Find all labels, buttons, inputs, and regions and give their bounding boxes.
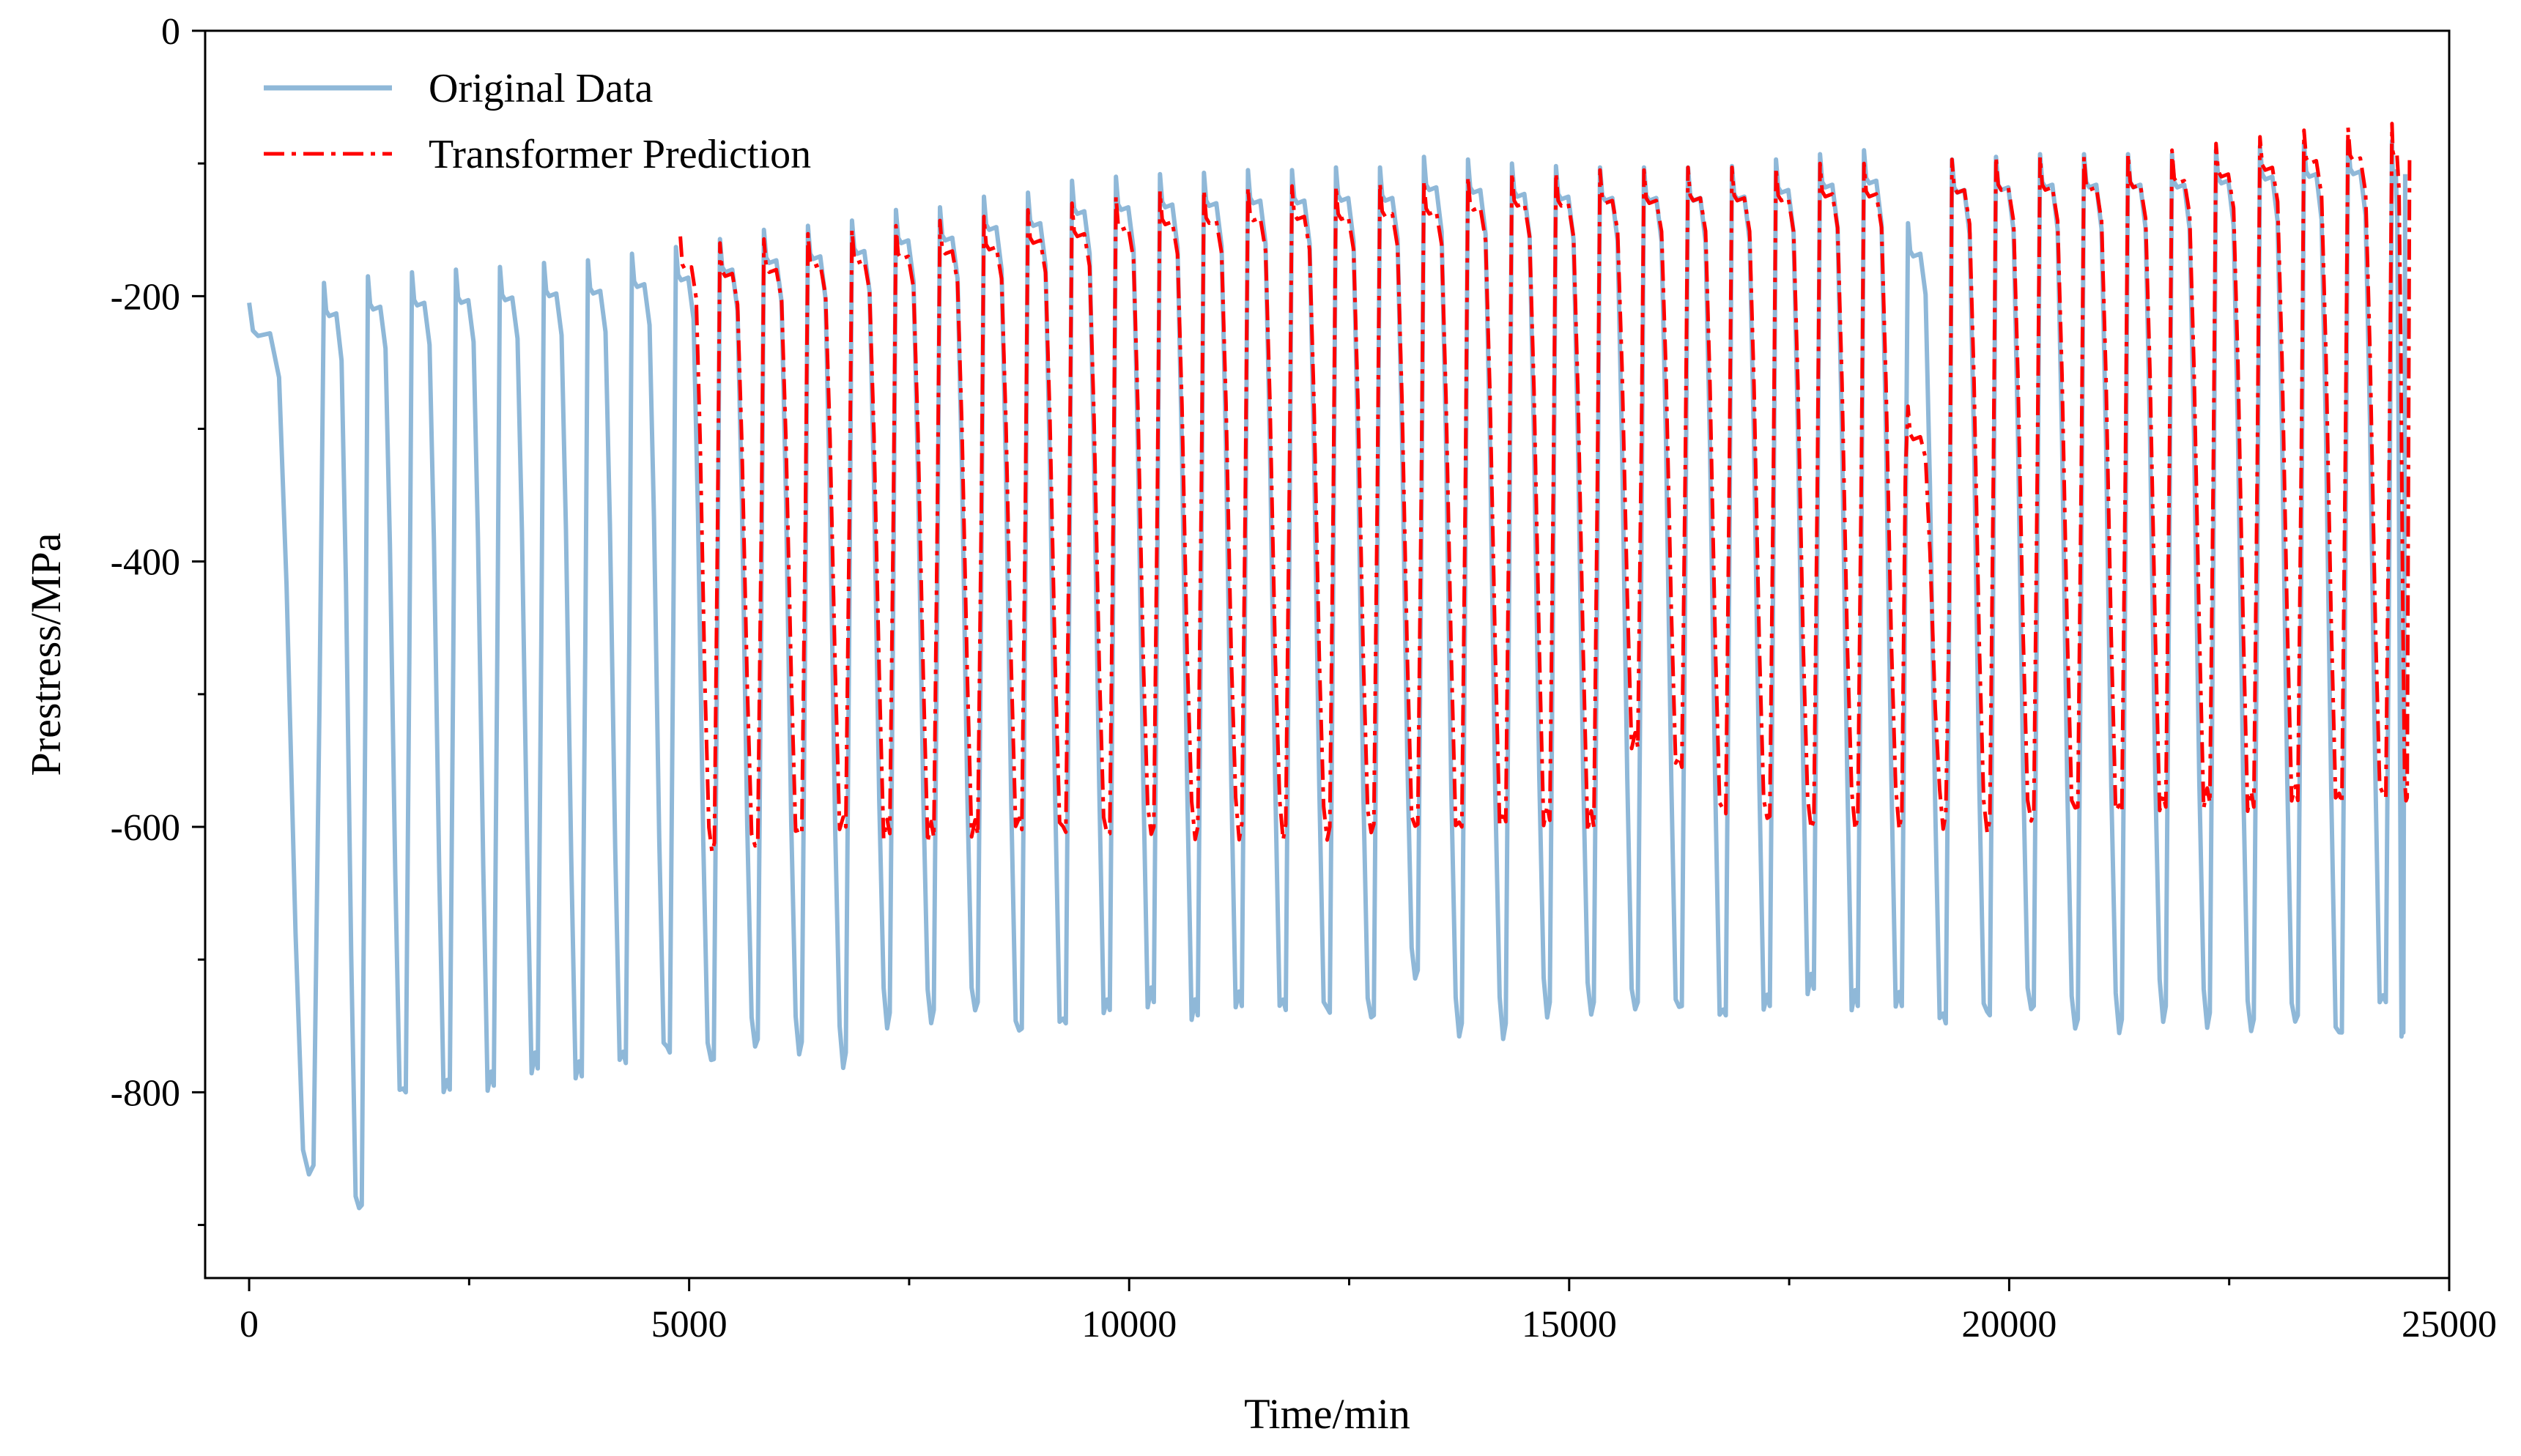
x-tick-label: 5000 bbox=[651, 1304, 728, 1345]
y-tick-label: -600 bbox=[111, 807, 180, 849]
y-axis-title: Prestress/MPa bbox=[22, 533, 70, 776]
x-tick-label: 15000 bbox=[1522, 1304, 1617, 1345]
y-axis: 0 -200 -400 -600 -800 bbox=[111, 11, 205, 1227]
series-layer bbox=[247, 122, 2412, 1211]
y-tick-label: -400 bbox=[111, 542, 180, 584]
x-axis: 0 5000 10000 15000 20000 25000 bbox=[240, 1278, 2497, 1345]
legend-label-0: Original Data bbox=[429, 66, 653, 111]
x-axis-title: Time/min bbox=[1244, 1390, 1410, 1438]
x-tick-label: 0 bbox=[240, 1304, 259, 1345]
x-tick-label: 25000 bbox=[2402, 1304, 2497, 1345]
y-tick-label: -800 bbox=[111, 1072, 180, 1114]
y-tick-label: 0 bbox=[161, 11, 180, 53]
x-tick-label: 20000 bbox=[1961, 1304, 2057, 1345]
x-tick-label: 10000 bbox=[1081, 1304, 1177, 1345]
y-tick-label: -200 bbox=[111, 276, 180, 318]
legend-label-1: Transformer Prediction bbox=[429, 132, 811, 177]
legend: Original Data Transformer Prediction bbox=[264, 66, 811, 177]
plot-frame bbox=[204, 29, 2451, 1279]
series-line-0 bbox=[247, 138, 2407, 1211]
series-line-1 bbox=[678, 122, 2412, 854]
